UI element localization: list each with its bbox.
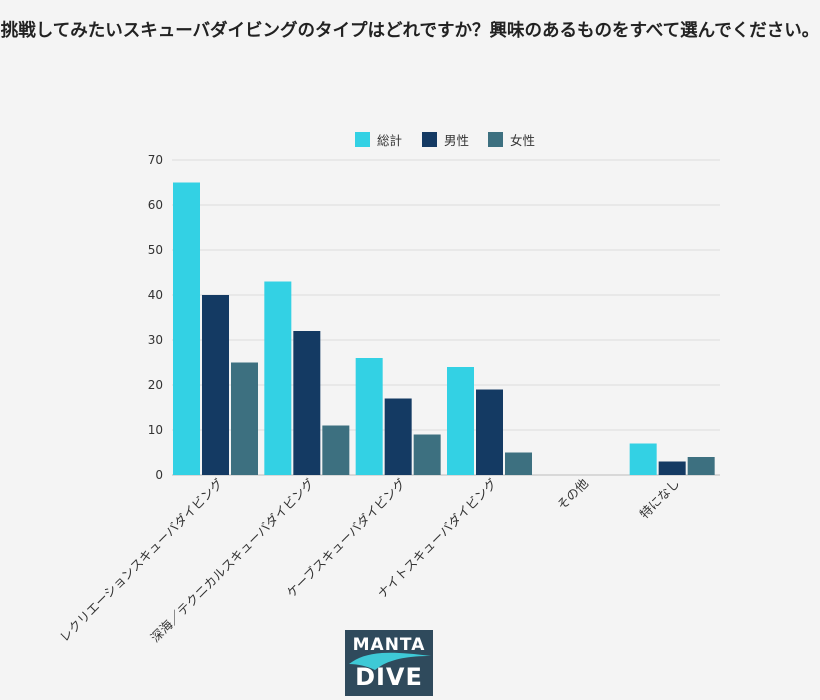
bar <box>264 281 292 475</box>
x-tick-label: その他 <box>554 475 591 512</box>
y-tick-label: 0 <box>155 468 163 482</box>
y-axis-ticks: 0 10 20 30 40 50 60 70 <box>148 153 163 482</box>
bar <box>687 457 715 475</box>
legend-swatch <box>422 132 437 147</box>
chart-title: 挑戦してみたいスキューバダイビングのタイプはどれですか？興味のあるものをすべて選… <box>0 21 820 41</box>
bar <box>384 398 412 475</box>
bar <box>413 434 441 475</box>
x-axis-ticks: レクリエーションスキューバダイビング深海／テクニカルスキューバダイビングケーブス… <box>57 475 683 645</box>
legend-swatch <box>488 132 503 147</box>
x-tick-label: 深海／テクニカルスキューバダイビング <box>147 476 317 646</box>
y-tick-label: 50 <box>148 243 163 257</box>
legend-label: 女性 <box>510 133 535 148</box>
legend-swatch <box>355 132 370 147</box>
grid-lines <box>172 159 720 476</box>
bar <box>322 425 350 475</box>
bar <box>293 331 321 475</box>
y-tick-label: 10 <box>148 423 163 437</box>
bar <box>202 295 229 475</box>
y-tick-label: 70 <box>148 153 163 167</box>
bar <box>231 362 258 475</box>
logo-line2: DIVE <box>355 663 423 691</box>
bar <box>355 358 383 475</box>
bar <box>658 461 686 475</box>
bar <box>505 452 532 475</box>
bar <box>476 389 503 475</box>
legend-label: 総計 <box>377 133 402 148</box>
bar <box>629 443 657 475</box>
logo-line1: MANTA <box>352 635 426 655</box>
bars <box>173 182 715 475</box>
x-tick-label: 特になし <box>636 476 682 522</box>
bar <box>173 182 200 475</box>
y-tick-label: 60 <box>148 198 163 212</box>
y-tick-label: 40 <box>148 288 163 302</box>
legend-label: 男性 <box>444 133 469 148</box>
manta-dive-logo: MANTA DIVE <box>345 630 433 696</box>
bar <box>447 367 474 475</box>
x-tick-label: レクリエーションスキューバダイビング <box>57 476 226 645</box>
legend: 総計 男性 女性 <box>355 132 535 148</box>
wave-icon <box>349 652 431 670</box>
y-tick-label: 30 <box>148 333 163 347</box>
y-tick-label: 20 <box>148 378 163 392</box>
